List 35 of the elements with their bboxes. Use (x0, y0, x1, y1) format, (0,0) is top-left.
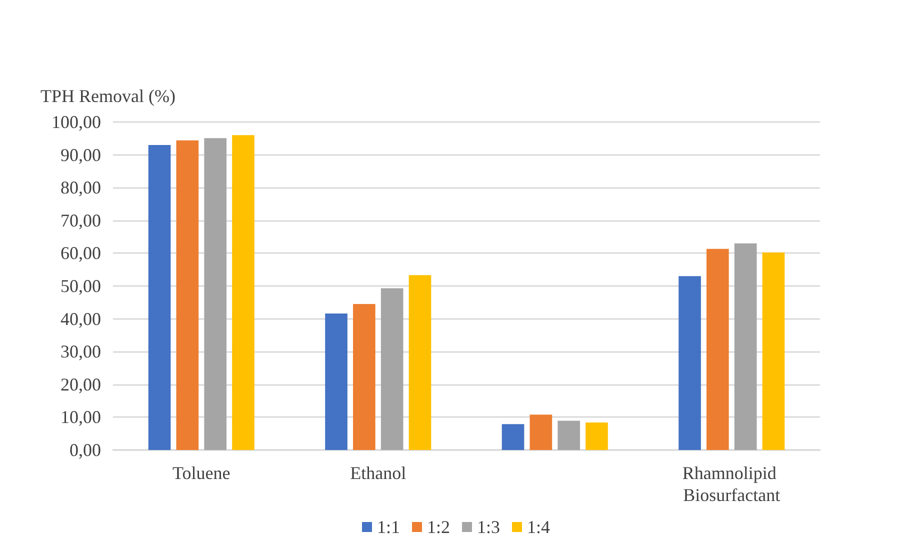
bar (353, 304, 376, 450)
y-tick-label: 50,00 (60, 276, 101, 296)
bar (232, 135, 254, 450)
legend-label: 1:1 (377, 517, 400, 537)
bar (380, 288, 404, 450)
y-axis-title: TPH Removal (%) (40, 86, 176, 106)
x-tick-label: Toluene (172, 463, 230, 483)
bar (148, 144, 171, 450)
bar (325, 314, 348, 450)
y-tick-label: 0,00 (70, 440, 101, 460)
y-tick-label: 10,00 (60, 407, 101, 428)
bar (408, 275, 432, 450)
bar (586, 422, 608, 450)
bar (204, 138, 226, 450)
legend-label: 1:2 (427, 517, 450, 537)
bar (706, 248, 729, 450)
y-tick-label: 60,00 (60, 243, 101, 264)
bar (558, 420, 580, 450)
y-tick-label: 30,00 (60, 342, 101, 362)
bar (176, 140, 199, 450)
bar (734, 243, 757, 450)
y-tick-label: 90,00 (60, 144, 101, 165)
bar (762, 252, 785, 450)
bar (678, 276, 701, 450)
y-tick-label: 40,00 (60, 308, 101, 329)
legend-label: 1:4 (527, 517, 550, 537)
y-tick-label: 80,00 (60, 178, 101, 198)
x-tick-label: Rhamnolipid Biosurfactant (682, 463, 781, 505)
x-tick-label: Ethanol (350, 463, 406, 483)
bar (530, 414, 552, 450)
y-tick-label: 70,00 (60, 210, 101, 230)
y-tick-label: 100,00 (52, 112, 101, 132)
y-tick-label: 20,00 (60, 374, 101, 394)
legend-label: 1:3 (477, 517, 500, 537)
bar (502, 424, 524, 450)
